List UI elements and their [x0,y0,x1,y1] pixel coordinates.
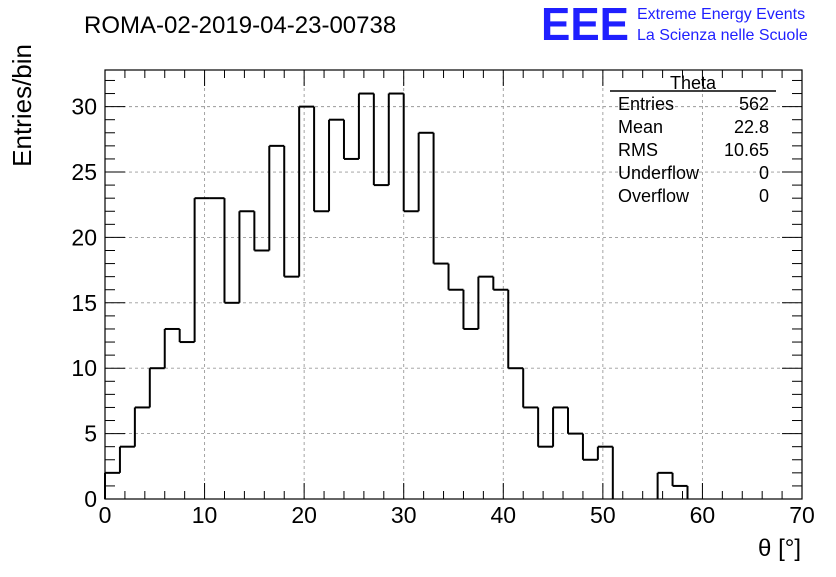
x-tick-label: 10 [192,502,218,528]
histogram-bin [522,368,539,409]
plot-frame [104,69,803,500]
histogram-series [104,92,689,499]
histogram-bin [656,471,673,499]
histogram-bin [387,92,404,186]
y-tick-label: 20 [71,224,97,250]
stats-row-label: Mean [618,117,663,137]
histogram-bin [552,406,569,447]
grid-lines [105,70,802,499]
histogram-bin [342,119,359,160]
stats-row-label: Entries [618,94,674,114]
histogram-bin [447,263,464,291]
histogram-bin [223,198,240,304]
x-tick-label: 40 [490,502,516,528]
histogram-bin [596,445,613,460]
stats-row-value: 10.65 [724,140,769,160]
eee-logo-line-2: La Scienza nelle Scuole [637,27,808,44]
histogram-bin [357,92,374,159]
histogram-bin [671,472,688,487]
histogram-bin [567,407,583,435]
chart-title: ROMA-02-2019-04-23-00738 [84,12,396,39]
histogram-bin [193,197,210,343]
histogram-bin [477,275,494,329]
stats-row-value: 562 [739,94,769,114]
histogram-bin [238,210,255,303]
histogram-bin [581,433,598,461]
x-tick-label: 70 [789,502,815,528]
histogram-bin [492,276,509,291]
histogram-bin [268,144,285,251]
eee-logo: EEE Extreme Energy Events La Scienza nel… [541,0,808,50]
y-tick-label: 10 [71,355,97,381]
histogram-bin [118,445,135,473]
histogram-bin [283,145,300,278]
stats-row-label: RMS [618,140,658,160]
histogram-bin [298,105,315,277]
stats-box-rows: Entries 562 Mean 22.8 RMS 10.65 Underflow 0 Over… [618,94,769,206]
histogram-bin [328,118,344,212]
stats-box-title: Theta [670,73,717,93]
histogram-bin [178,328,195,344]
x-tick-label: 60 [690,502,716,528]
y-tick-label: 15 [71,290,97,316]
y-tick-label: 0 [84,486,97,512]
eee-logo-letters: EEE [541,0,629,50]
x-tick-label: 30 [391,502,417,528]
x-tick-labels: 0 10 20 30 40 50 60 70 [99,502,815,528]
histogram-bin [313,106,330,213]
histogram-bin [507,289,524,370]
x-axis-label: θ [°] [758,535,801,562]
stats-row-label: Underflow [618,163,700,183]
y-tick-label: 5 [84,421,97,447]
x-tick-label: 0 [99,502,112,528]
histogram-bin [462,289,479,330]
eee-logo-line-1: Extreme Energy Events [637,6,805,23]
histogram-bin [133,406,150,447]
histogram-bin [402,93,419,213]
histogram-bin [432,132,449,265]
histogram-bin [537,407,554,448]
histogram-bin [253,211,270,252]
stats-row-value: 0 [759,163,769,183]
stats-row-value: 22.8 [734,117,769,137]
stats-row-label: Overflow [618,186,690,206]
histogram-bin [372,93,389,187]
histogram-bin [163,327,180,369]
histogram-bin [417,131,434,212]
y-tick-labels: 0 5 10 15 20 25 30 [71,94,97,512]
stats-row-value: 0 [759,186,769,206]
histogram-bin [148,367,165,408]
y-tick-label: 25 [71,159,97,185]
axis-ticks [104,70,803,500]
y-axis-label: Entries/bin [7,44,37,167]
x-tick-label: 50 [590,502,616,528]
y-tick-label: 30 [71,94,97,120]
x-tick-label: 20 [291,502,317,528]
stats-box: Theta Entries 562 Mean 22.8 RMS 10.65 Underflo… [610,73,776,206]
